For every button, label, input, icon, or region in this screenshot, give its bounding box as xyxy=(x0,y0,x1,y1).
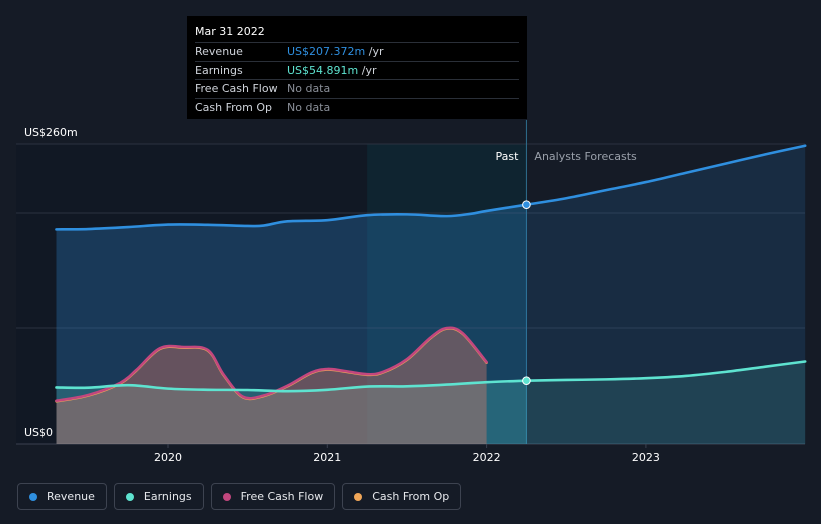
x-tick-label: 2022 xyxy=(473,451,501,464)
y-axis-bottom-label: US$0 xyxy=(24,426,53,439)
tooltip-label: Free Cash Flow xyxy=(195,82,278,95)
legend-item-earnings[interactable]: Earnings xyxy=(113,483,204,510)
area-free-cash-flow xyxy=(56,327,487,444)
tooltip-date: Mar 31 2022 xyxy=(195,25,265,38)
tooltip-row-cash-from-op: Cash From Op No data xyxy=(195,97,519,117)
tooltip-value: No data xyxy=(287,100,331,114)
forecast-label: Analysts Forecasts xyxy=(534,150,637,163)
legend-label: Cash From Op xyxy=(372,490,450,503)
x-tick-label: 2023 xyxy=(632,451,660,464)
past-label: Past xyxy=(495,150,519,163)
legend-item-cash-from-op[interactable]: Cash From Op xyxy=(342,483,462,510)
series-line-free-cash-flow xyxy=(55,326,488,403)
series-line-earnings xyxy=(55,379,528,393)
tooltip-row-earnings: Earnings US$54.891m /yr xyxy=(195,60,519,80)
legend-dot-icon xyxy=(125,492,134,501)
legend-dot-icon xyxy=(29,492,37,501)
legend: Revenue Earnings Free Cash Flow Cash Fro… xyxy=(17,483,462,510)
area-revenue xyxy=(56,204,527,444)
x-tick-label: 2021 xyxy=(313,451,341,464)
tooltip-value: US$54.891m xyxy=(287,63,359,77)
legend-label: Earnings xyxy=(143,490,192,503)
x-tick-label: 2020 xyxy=(154,451,182,464)
tooltip-label: Revenue xyxy=(195,45,243,58)
marker-revenue xyxy=(522,200,531,209)
forecast-area-earnings xyxy=(526,361,806,444)
legend-item-revenue[interactable]: Revenue xyxy=(17,483,107,510)
forecast-line-revenue xyxy=(525,144,807,206)
area-earnings xyxy=(56,380,527,444)
hover-highlight-region xyxy=(367,144,527,444)
tooltip-unit: /yr xyxy=(358,63,377,77)
legend-item-free-cash-flow[interactable]: Free Cash Flow xyxy=(210,483,336,510)
tooltip-value: No data xyxy=(287,82,331,95)
marker-earnings xyxy=(522,376,531,385)
tooltip-label: Cash From Op xyxy=(195,100,273,114)
tooltip-row-free-cash-flow: Free Cash Flow No data xyxy=(195,79,519,98)
legend-dot-icon xyxy=(354,492,363,501)
forecast-line-earnings xyxy=(525,360,807,382)
series-line-revenue xyxy=(55,203,528,231)
tooltip-unit: /yr xyxy=(365,45,384,58)
area-cash-from-op xyxy=(56,328,487,444)
tooltip-value: US$207.372m xyxy=(287,45,366,58)
tooltip-row-revenue: Revenue US$207.372m /yr xyxy=(195,42,519,61)
tooltip: Mar 31 2022 Revenue US$207.372m /yr Earn… xyxy=(187,16,527,119)
tooltip-label: Earnings xyxy=(195,63,243,77)
legend-label: Revenue xyxy=(47,490,95,503)
y-axis-top-label: US$260m xyxy=(24,126,78,139)
legend-label: Free Cash Flow xyxy=(240,490,324,503)
legend-dot-icon xyxy=(222,492,231,501)
